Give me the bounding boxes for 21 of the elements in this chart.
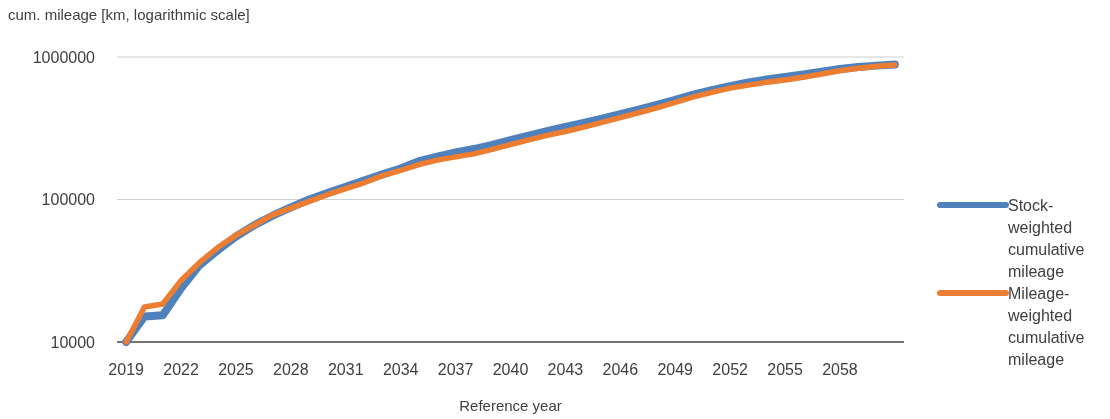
y-tick-label: 100000 <box>41 191 96 209</box>
x-tick-label: 2037 <box>437 361 474 378</box>
y-axis-title: cum. mileage [km, logarithmic scale] <box>8 6 250 23</box>
x-tick-label: 2031 <box>327 361 364 378</box>
x-tick-label: 2028 <box>273 361 309 378</box>
x-tick-label: 2052 <box>712 361 749 378</box>
legend-label: Stock-weighted cumulative mileage <box>1007 197 1085 280</box>
x-tick-label: 2049 <box>657 361 694 378</box>
x-tick-label: 2055 <box>767 361 803 378</box>
x-tick-label: 2046 <box>602 361 639 378</box>
x-axis-title: Reference year <box>459 397 562 414</box>
x-tick-label: 2034 <box>382 361 419 378</box>
x-tick-label: 2058 <box>822 361 858 378</box>
y-tick-label: 10000 <box>50 333 96 351</box>
x-tick-label: 2025 <box>218 361 254 378</box>
y-tick-label: 1000000 <box>32 48 96 66</box>
x-tick-label: 2040 <box>492 361 529 378</box>
legend-label: Mileage-weighted cumulative mileage <box>1007 285 1085 368</box>
x-tick-label: 2019 <box>108 361 145 378</box>
x-tick-label: 2043 <box>547 361 584 378</box>
x-tick-label: 2022 <box>163 361 199 378</box>
